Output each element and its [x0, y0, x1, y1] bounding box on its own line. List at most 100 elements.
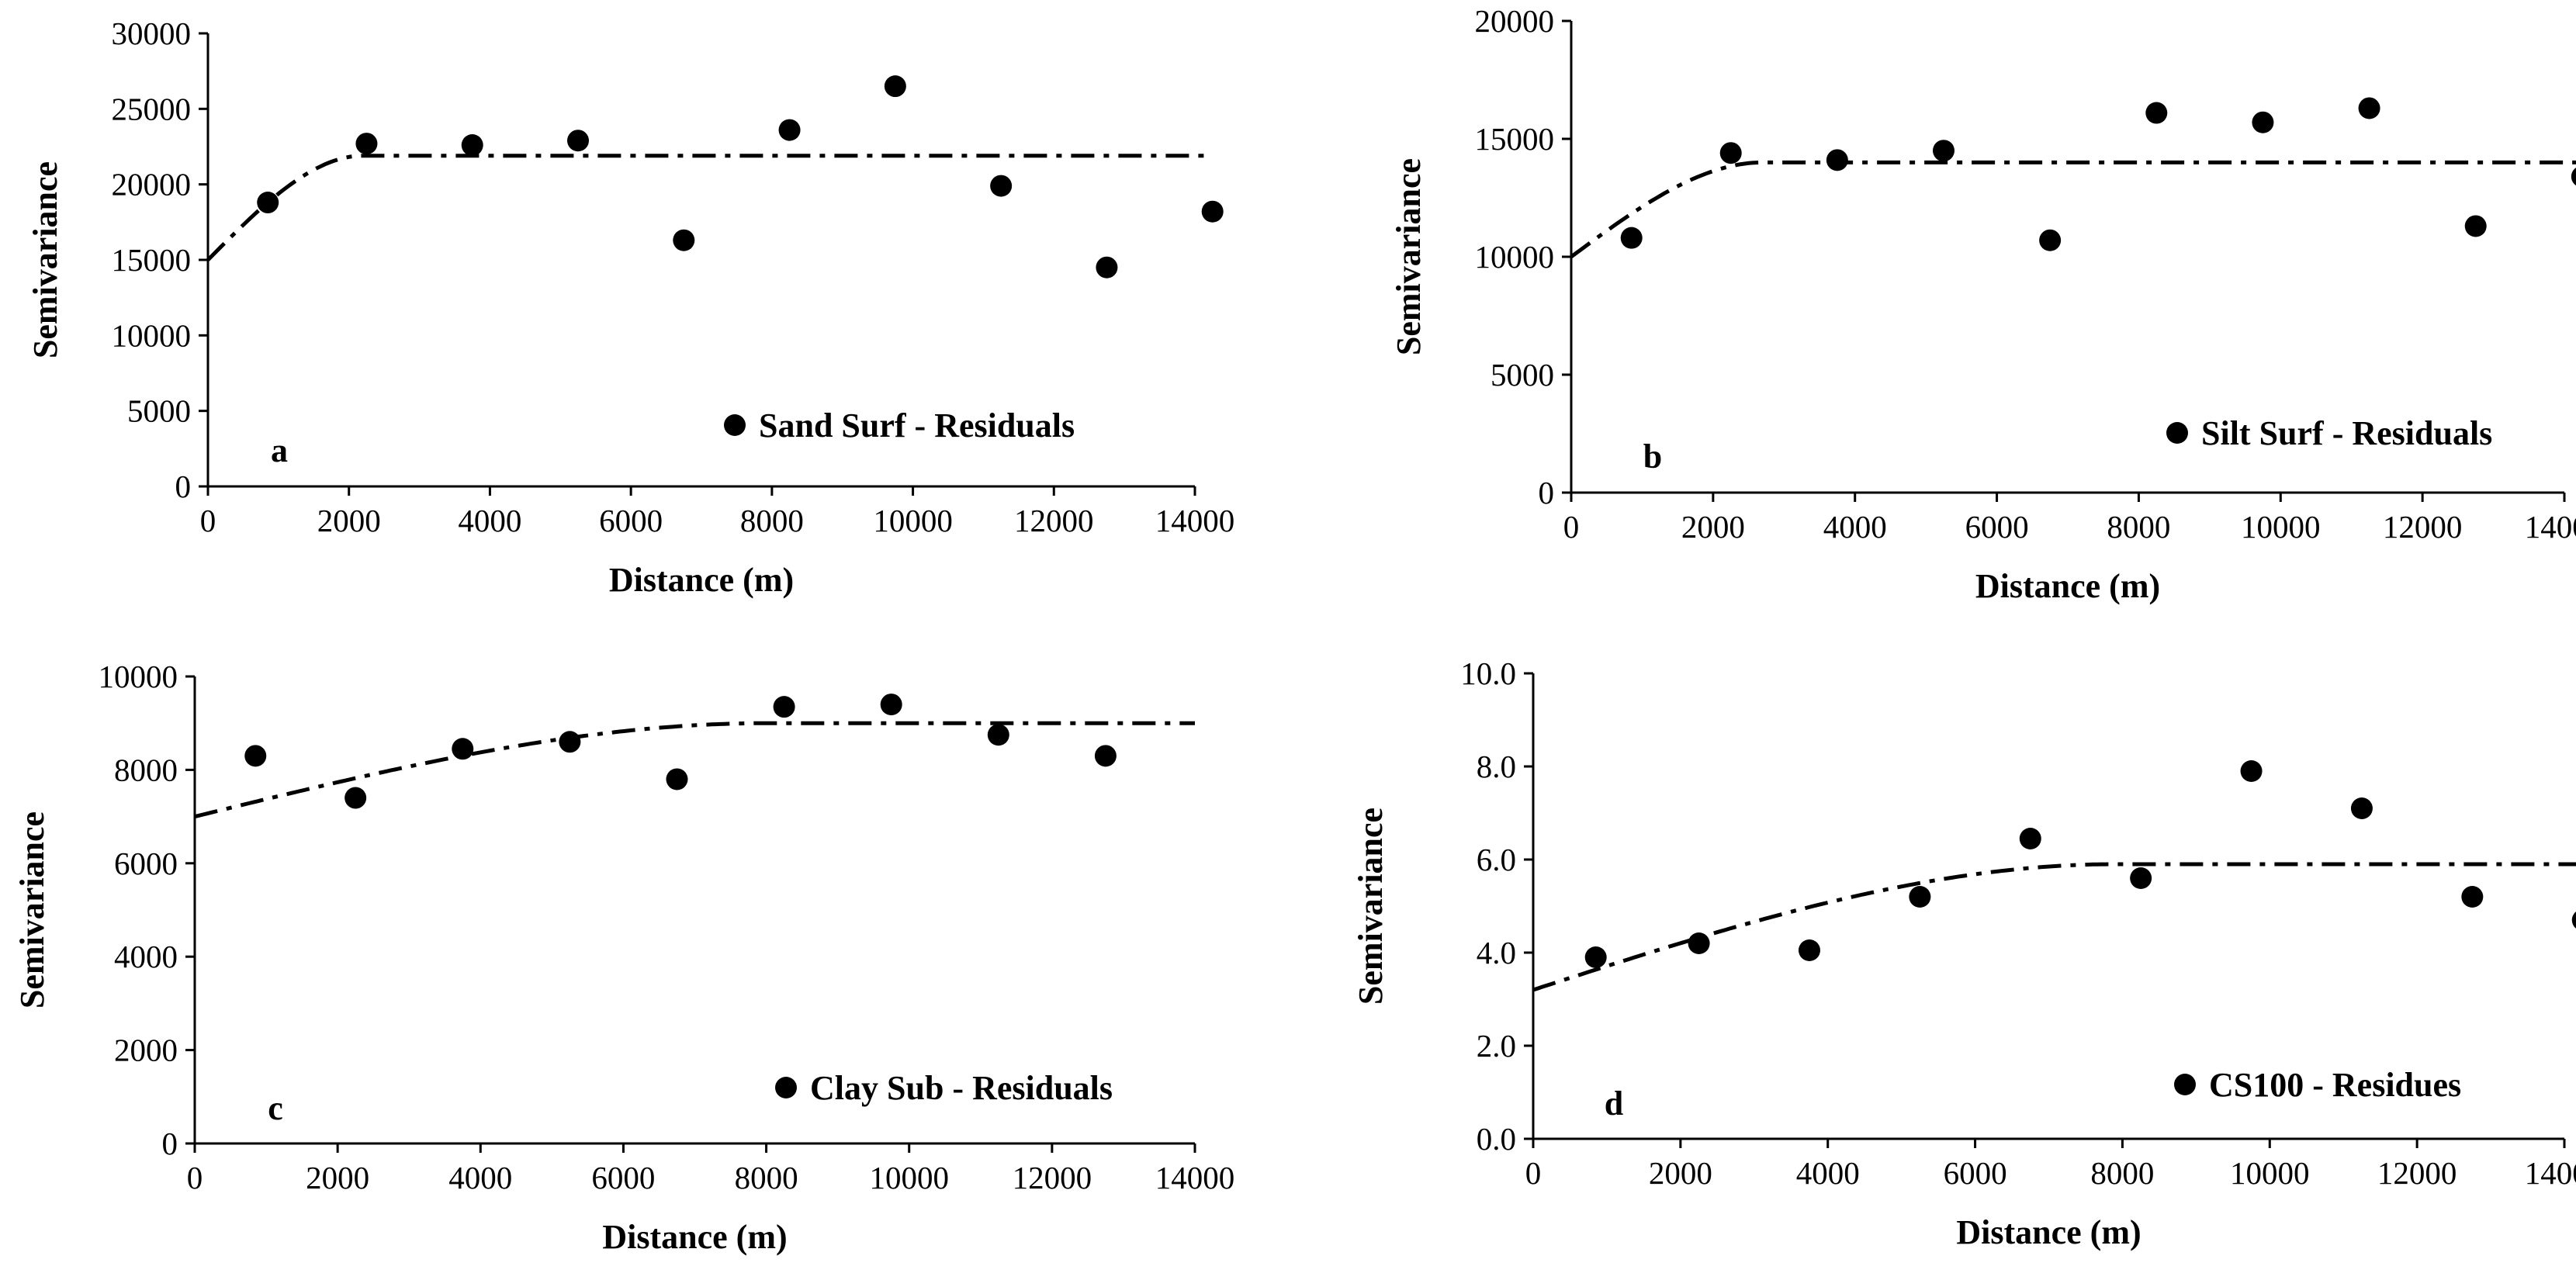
panel-letter: c	[268, 1089, 283, 1127]
chart-a-svg: 0 5000 10000 15000 20000 25000 30000 0 2000 4000 6…	[26, 16, 1235, 599]
data-point	[355, 133, 378, 155]
y-tick-label: 0	[1539, 475, 1555, 510]
data-point	[2039, 229, 2062, 251]
x-tick-label: 8000	[2107, 509, 2170, 545]
data-point	[1933, 140, 1955, 162]
y-tick-label: 10000	[1475, 239, 1555, 275]
panel-a: 0 5000 10000 15000 20000 25000 30000 0 2000 4000 6…	[0, 0, 1288, 640]
x-tick-label: 8000	[2090, 1155, 2154, 1191]
legend-label: Sand Surf - Residuals	[759, 406, 1075, 445]
y-tick-label: 10.0	[1460, 656, 1516, 691]
y-tick-label: 6.0	[1477, 842, 1516, 877]
data-point	[884, 75, 906, 98]
y-tick-label: 30000	[112, 16, 192, 51]
x-tick-label: 2000	[317, 503, 381, 538]
y-tick-label: 0	[162, 1126, 178, 1161]
x-tick-label: 10000	[873, 503, 953, 538]
y-tick-label: 8000	[114, 752, 178, 787]
data-point	[1826, 149, 1848, 171]
x-tick-label: 8000	[735, 1160, 798, 1195]
x-tick-label: 2000	[1649, 1155, 1712, 1191]
x-tick-label: 0	[1525, 1155, 1542, 1191]
panel-letter: d	[1605, 1085, 1623, 1123]
x-tick-label: 2000	[1681, 509, 1745, 545]
y-tick-label: 10000	[112, 317, 192, 353]
y-tick-label: 6000	[114, 846, 178, 881]
y-tick-label: 8.0	[1477, 749, 1516, 784]
x-tick-label: 12000	[2377, 1155, 2457, 1191]
data-point	[1094, 745, 1117, 767]
data-point	[345, 787, 367, 809]
y-tick-label: 25000	[112, 91, 192, 126]
y-tick-label: 4.0	[1477, 935, 1516, 970]
data-point	[2350, 797, 2373, 819]
y-axis-title: Semivariance	[1390, 158, 1428, 355]
data-point	[2358, 97, 2380, 119]
data-point	[2464, 215, 2487, 237]
data-point	[1909, 886, 1931, 908]
data-point	[461, 134, 483, 157]
legend-marker	[2166, 422, 2188, 444]
x-tick-label: 14000	[1155, 1160, 1235, 1195]
legend-marker	[724, 414, 746, 436]
x-tick-label: 6000	[599, 503, 663, 538]
data-point	[1620, 227, 1643, 249]
x-tick-label: 14000	[1155, 503, 1235, 538]
x-tick-label: 10000	[2230, 1155, 2310, 1191]
model-curve	[194, 721, 1195, 819]
x-tick-label: 4000	[1823, 509, 1887, 545]
data-point	[2130, 867, 2152, 889]
x-tick-label: 0	[187, 1160, 203, 1195]
panel-b: 0 5000 10000 15000 20000 0 2000 4000 6000 8000 100…	[1288, 0, 2576, 640]
x-tick-label: 12000	[1013, 1160, 1092, 1195]
x-tick-label: 4000	[1796, 1155, 1860, 1191]
x-axis-title: Distance (m)	[609, 561, 794, 599]
x-tick-label: 2000	[306, 1160, 369, 1195]
y-tick-label: 15000	[1475, 121, 1555, 157]
y-tick-label: 5000	[1491, 357, 1554, 393]
x-tick-label: 6000	[1965, 509, 2029, 545]
data-point	[2571, 168, 2576, 186]
data-point	[666, 768, 688, 790]
data-point	[1688, 932, 1710, 954]
data-point	[1096, 256, 1118, 278]
data-point	[990, 175, 1013, 197]
model-curve	[1570, 160, 2576, 259]
x-tick-label: 4000	[458, 503, 521, 538]
data-point	[880, 694, 902, 716]
x-tick-label: 0	[1563, 509, 1580, 545]
panel-c: 0 2000 4000 6000 8000 10000 0 2000 4000 6000 8000 1…	[0, 640, 1288, 1280]
legend-marker	[2174, 1074, 2196, 1095]
data-point	[987, 724, 1009, 746]
y-axis-title: Semivariance	[26, 161, 64, 358]
y-axis-title: Semivariance	[13, 811, 51, 1008]
y-tick-label: 10000	[99, 659, 178, 694]
data-point	[1201, 200, 1224, 223]
chart-d-svg: 0.0 2.0 4.0 6.0 8.0 10.0 0 2000 4000 6000 8000 1000…	[1352, 656, 2576, 1251]
panel-d: 0.0 2.0 4.0 6.0 8.0 10.0 0 2000 4000 6000 8000 1000…	[1288, 640, 2576, 1280]
data-point	[773, 696, 795, 718]
legend-label: Silt Surf - Residuals	[2201, 414, 2492, 452]
data-point	[2571, 912, 2576, 929]
model-curve	[206, 154, 1213, 261]
y-axis-title: Semivariance	[1352, 808, 1390, 1005]
data-point	[257, 192, 279, 214]
y-tick-label: 4000	[114, 939, 178, 974]
x-axis-title: Distance (m)	[1956, 1213, 2141, 1251]
x-tick-label: 12000	[1014, 503, 1094, 538]
data-point	[1798, 939, 1820, 961]
data-point	[2461, 886, 2484, 908]
y-tick-label: 2.0	[1477, 1028, 1516, 1064]
chart-c-svg: 0 2000 4000 6000 8000 10000 0 2000 4000 6000 8000 1…	[13, 659, 1235, 1256]
legend-label: CS100 - Residues	[2209, 1066, 2461, 1104]
x-tick-label: 0	[200, 503, 216, 538]
y-tick-label: 20000	[1475, 3, 1555, 39]
y-tick-label: 2000	[114, 1033, 178, 1068]
x-tick-label: 6000	[1944, 1155, 2007, 1191]
chart-b-svg: 0 5000 10000 15000 20000 0 2000 4000 6000 8000 100…	[1390, 3, 2576, 605]
data-point	[567, 130, 589, 152]
x-tick-label: 10000	[2241, 509, 2321, 545]
x-tick-label: 6000	[591, 1160, 655, 1195]
x-tick-label: 8000	[740, 503, 804, 538]
data-point	[2240, 760, 2263, 782]
